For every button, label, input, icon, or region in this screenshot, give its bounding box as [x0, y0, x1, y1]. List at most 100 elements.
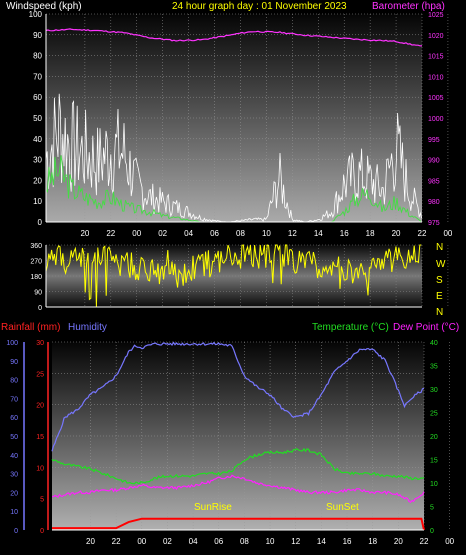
temp-y-tick: 0: [430, 528, 434, 535]
barometer-y-tick: 980: [428, 199, 440, 206]
barometer-y-tick: 990: [428, 158, 440, 165]
wind-x-tick: 00: [132, 229, 141, 238]
temp-x-tick: 04: [189, 537, 198, 546]
wind-plot-area: [46, 14, 422, 222]
wind-y-tick: 40: [33, 135, 42, 144]
temp-x-tick: 16: [343, 537, 352, 546]
graph-title: 24 hour graph day : 01 November 2023: [172, 1, 347, 12]
wind-y-tick: 80: [33, 52, 42, 61]
wind-y-tick: 100: [29, 10, 43, 19]
wind-x-tick: 04: [184, 229, 193, 238]
wind-x-tick: 06: [210, 229, 219, 238]
humidity-y-tick: 20: [10, 490, 18, 497]
rain-y-tick: 0: [40, 528, 44, 535]
direction-series: [45, 244, 422, 307]
direction-plot-area: [46, 245, 422, 307]
barometer-series: [45, 28, 423, 47]
wind-x-tick: 00: [443, 229, 452, 238]
rain-y-tick: 20: [36, 403, 44, 410]
direction-y-tick: 360: [30, 243, 42, 250]
temp-y-tick: 30: [430, 387, 438, 394]
humidity-y-tick: 50: [10, 434, 18, 441]
humidity-y-tick: 0: [14, 528, 18, 535]
temp-x-tick: 22: [420, 537, 429, 546]
compass-n-top: N: [436, 242, 443, 253]
barometer-y-tick: 1015: [428, 54, 444, 61]
rain-y-tick: 5: [40, 497, 44, 504]
temp-x-tick: 06: [214, 537, 223, 546]
temp-y-tick: 20: [430, 434, 438, 441]
compass-s: S: [436, 275, 443, 286]
wind-x-tick: 10: [262, 229, 271, 238]
temp-axes: 0 10 20 30 40 50 60 70 80 90 100 0 5 10 15 20 25 30 0 5 10 15…: [6, 340, 454, 546]
temp-x-tick: 08: [240, 537, 249, 546]
windspeed-axis-title: Windspeed (kph): [6, 1, 82, 12]
compass-n-bottom: N: [436, 307, 443, 318]
direction-y-tick: 90: [34, 290, 42, 297]
direction-axes: 0 90 180 270 360: [30, 243, 422, 312]
humidity-y-tick: 70: [10, 396, 18, 403]
compass-e: E: [436, 291, 443, 302]
temp-y-tick: 5: [430, 505, 434, 512]
rain-y-tick: 10: [36, 465, 44, 472]
direction-plot: [45, 244, 422, 307]
wind-x-tick: 22: [106, 229, 115, 238]
rain-series: [52, 517, 425, 531]
temperature-axis-title: Temperature (°C): [312, 322, 389, 333]
temp-x-tick: 18: [368, 537, 377, 546]
temp-x-tick: 14: [317, 537, 326, 546]
temp-x-tick: 22: [112, 537, 121, 546]
temp-x-tick: 02: [163, 537, 172, 546]
barometer-y-tick: 1005: [428, 95, 444, 102]
wind-y-tick: 70: [33, 72, 42, 81]
barometer-y-tick: 975: [428, 220, 440, 227]
dewpoint-axis-title: Dew Point (°C): [393, 322, 459, 333]
temp-x-tick: 00: [445, 537, 454, 546]
rain-y-tick: 15: [36, 434, 44, 441]
humidity-y-tick: 30: [10, 472, 18, 479]
temp-x-tick: 00: [137, 537, 146, 546]
humidity-y-tick: 80: [10, 378, 18, 385]
temp-x-tick: 10: [266, 537, 275, 546]
wind-x-tick: 14: [314, 229, 323, 238]
sunset-label: SunSet: [326, 502, 359, 513]
wind-y-tick: 60: [33, 93, 42, 102]
barometer-y-tick: 1020: [428, 33, 444, 40]
temp-y-tick: 25: [430, 411, 438, 418]
compass-labels: N W S E N: [436, 242, 446, 318]
direction-y-tick: 180: [30, 274, 42, 281]
wind-x-tick: 20: [80, 229, 89, 238]
wind-x-tick: 02: [158, 229, 167, 238]
wind-y-tick: 90: [33, 31, 42, 40]
humidity-y-tick: 90: [10, 359, 18, 366]
barometer-y-tick: 995: [428, 137, 440, 144]
wind-x-tick: 08: [236, 229, 245, 238]
humidity-series: [51, 341, 425, 452]
direction-y-tick: 0: [38, 305, 42, 312]
wind-y-tick: 0: [38, 218, 43, 227]
humidity-y-tick: 60: [10, 415, 18, 422]
humidity-y-tick: 100: [6, 340, 18, 347]
wind-x-tick: 16: [340, 229, 349, 238]
wind-y-tick: 10: [33, 197, 42, 206]
temp-y-tick: 10: [430, 481, 438, 488]
barometer-axis-title: Barometer (hpa): [372, 1, 445, 12]
temp-plot: [51, 341, 425, 531]
barometer-y-tick: 1010: [428, 74, 444, 81]
barometer-y-tick: 1000: [428, 116, 444, 123]
wind-y-tick: 20: [33, 176, 42, 185]
wind-x-tick: 20: [392, 229, 401, 238]
temperature-series: [51, 447, 425, 486]
direction-y-tick: 270: [30, 259, 42, 266]
barometer-y-tick: 985: [428, 178, 440, 185]
wind-x-tick: 18: [366, 229, 375, 238]
wind-axes: 0102030405060708090100975980985990995100…: [29, 10, 453, 238]
rain-y-tick: 30: [36, 340, 44, 347]
temp-y-tick: 15: [430, 458, 438, 465]
temp-x-tick: 12: [291, 537, 300, 546]
temp-y-tick: 40: [430, 340, 438, 347]
barometer-y-tick: 1025: [428, 12, 444, 19]
wind-x-tick: 12: [288, 229, 297, 238]
temp-y-tick: 35: [430, 364, 438, 371]
